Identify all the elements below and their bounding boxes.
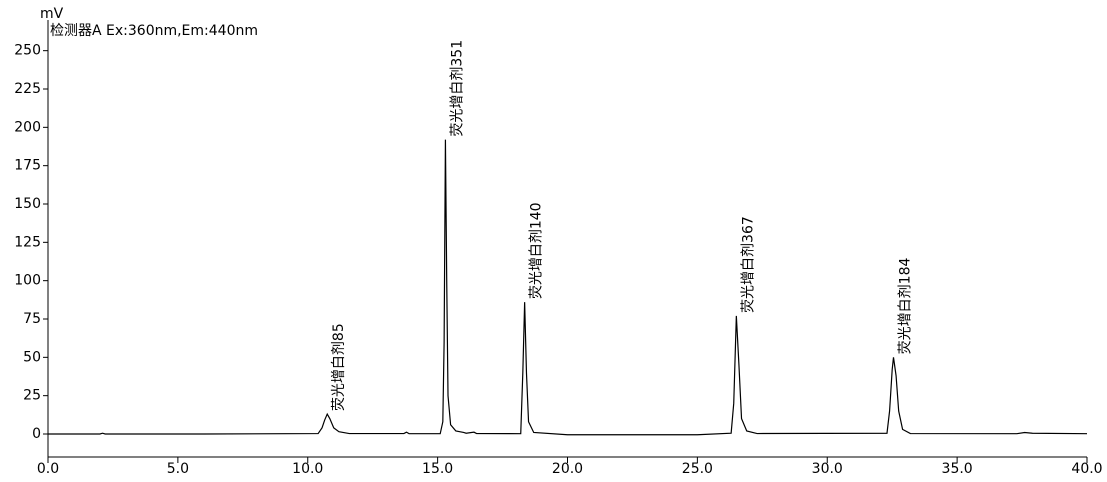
peak-label: 荧光增白剂367	[739, 216, 756, 313]
y-tick-label: 100	[14, 273, 41, 289]
y-tick-label: 175	[14, 158, 41, 174]
x-tick-label: 5.0	[167, 461, 189, 477]
y-tick-label: 200	[14, 119, 41, 135]
peak-label: 荧光增白剂85	[330, 323, 347, 411]
y-tick-label: 150	[14, 196, 41, 212]
x-tick-label: 20.0	[552, 461, 583, 477]
trace	[48, 139, 1088, 436]
y-tick-label: 250	[14, 43, 41, 59]
x-tick-label: 15.0	[422, 461, 453, 477]
y-axis-label: mV	[40, 6, 64, 22]
y-tick-label: 25	[23, 388, 41, 404]
x-tick-label: 25.0	[682, 461, 713, 477]
peak-label: 荧光增白剂140	[528, 202, 545, 299]
peak-label: 荧光增白剂351	[448, 40, 465, 137]
y-tick-label: 50	[23, 349, 41, 365]
x-tick-label: 0.0	[37, 461, 59, 477]
y-tick-label: 125	[14, 234, 41, 250]
series-label: 检测器A Ex:360nm,Em:440nm	[50, 23, 258, 39]
x-tick-label: 30.0	[812, 461, 843, 477]
y-tick-label: 75	[23, 311, 41, 327]
x-tick-label: 10.0	[292, 461, 323, 477]
x-tick-label: 35.0	[942, 461, 973, 477]
y-tick-label: 225	[14, 81, 41, 97]
x-tick-label: 40.0	[1071, 461, 1102, 477]
peak-label: 荧光增白剂184	[896, 258, 913, 355]
y-tick-label: 0	[32, 426, 41, 442]
